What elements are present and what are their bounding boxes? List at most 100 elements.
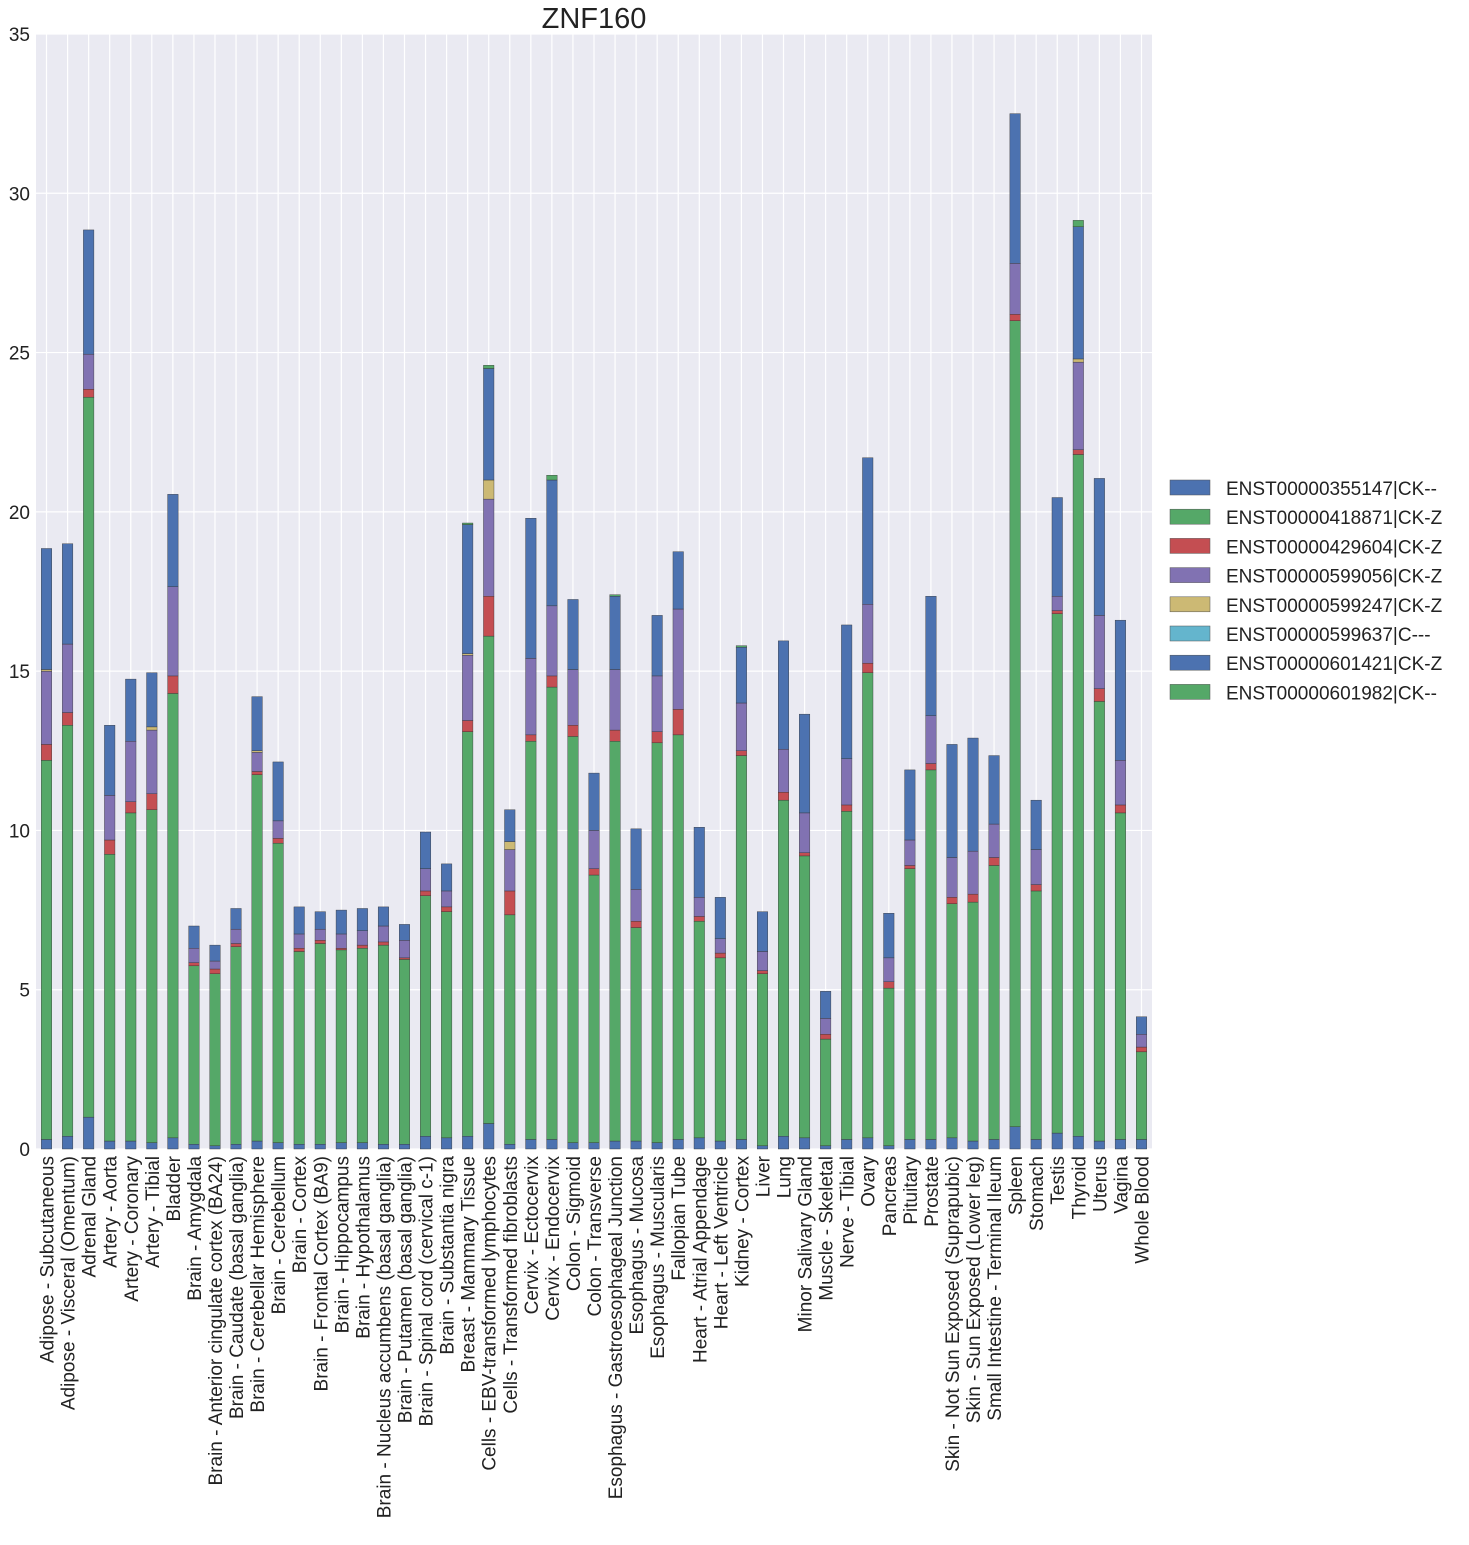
x-tick-label: Brain - Cerebellar Hemisphere [248, 1156, 269, 1413]
bar-segment [672, 1139, 684, 1150]
bar-segment [314, 1144, 326, 1150]
bar-segment [104, 1140, 116, 1150]
bar-segment [146, 726, 158, 731]
bar-segment [504, 841, 516, 850]
bar-segment [1030, 799, 1042, 850]
bar-segment [546, 686, 558, 1140]
y-tick-label: 5 [19, 981, 30, 1002]
bar-segment [104, 795, 116, 841]
bar-segment [420, 1136, 432, 1150]
bar-segment [714, 952, 726, 959]
bar-segment [1030, 884, 1042, 892]
bar-segment [483, 1123, 495, 1150]
bar-segment [314, 940, 326, 944]
x-tick-label: Testis [1048, 1156, 1069, 1205]
x-tick-label: Breast - Mammary Tissue [459, 1156, 480, 1372]
bar-segment [1051, 497, 1063, 597]
bar-segment [546, 675, 558, 688]
y-tick-label: 10 [9, 821, 30, 842]
bar-segment [1093, 701, 1105, 1142]
bar-segment [841, 811, 853, 1140]
bar-segment [104, 725, 116, 796]
x-tick-label: Ovary [859, 1156, 880, 1207]
bar-segment [462, 1136, 474, 1150]
x-tick-label: Cervix - Endocervix [543, 1156, 564, 1321]
bar-segment [714, 938, 726, 954]
bar-segment [462, 524, 474, 654]
bar-segment [441, 863, 453, 892]
bar-segment [125, 741, 137, 802]
bar-segment [441, 890, 453, 908]
bar-segment [567, 1142, 579, 1150]
x-tick-label: Pituitary [901, 1156, 922, 1225]
legend-label: ENST00000429604|CK-Z [1226, 537, 1443, 558]
bar-segment [83, 1116, 95, 1150]
bar-segment [420, 890, 432, 896]
bar-segment [841, 1139, 853, 1150]
bar-segment [251, 1140, 263, 1150]
x-tick-label: Minor Salivary Gland [796, 1156, 817, 1332]
x-tick-label: Brain - Substantia nigra [438, 1156, 459, 1355]
bar-segment [1051, 613, 1063, 1134]
bar-segment [41, 548, 52, 670]
x-tick-label: Skin - Sun Exposed (Lower leg) [964, 1156, 985, 1423]
bar-segment [672, 734, 684, 1140]
x-tick-label: Lung [775, 1156, 796, 1198]
legend-label: ENST00000601421|CK-Z [1226, 654, 1443, 675]
bar-segment [504, 1144, 516, 1150]
bar-segment [41, 1139, 52, 1150]
x-tick-label: Brain - Cortex [290, 1156, 311, 1274]
x-tick-label: Adrenal Gland [80, 1156, 101, 1277]
x-tick-label: Vagina [1111, 1156, 1132, 1214]
legend-label: ENST00000418871|CK-Z [1226, 508, 1443, 529]
bar-segment [862, 672, 874, 1139]
bar-segment [420, 895, 432, 1137]
bar-segment [188, 962, 200, 967]
bar-segment [146, 729, 158, 794]
bar-segment [1114, 812, 1126, 1140]
bar-segment [672, 608, 684, 710]
bar-segment [272, 838, 284, 844]
bar-segment [841, 624, 853, 759]
bar-segment [188, 965, 200, 1145]
x-tick-label: Liver [753, 1155, 774, 1197]
bar-segment [356, 944, 368, 949]
x-tick-label: Brain - Cerebellum [269, 1156, 290, 1314]
x-tick-label: Prostate [922, 1156, 943, 1227]
bar-segment [1009, 320, 1021, 1127]
bar-segment [420, 868, 432, 892]
bar-segment [462, 522, 474, 525]
bar-segment [251, 752, 263, 772]
bar-segment [925, 596, 937, 716]
bar-segment [588, 1142, 600, 1150]
x-tick-label: Thyroid [1069, 1156, 1090, 1219]
bar-segment [146, 672, 158, 728]
bar-segment [693, 827, 705, 898]
bar-segment [651, 742, 663, 1143]
bar-segment [62, 1136, 74, 1150]
x-tick-label: Cells - Transformed fibroblasts [501, 1156, 522, 1414]
bar-segment [399, 940, 410, 959]
bar-segment [104, 839, 116, 855]
legend-label: ENST00000599056|CK-Z [1226, 567, 1443, 588]
bar-segment [251, 750, 263, 753]
bar-segment [588, 772, 600, 831]
bar-segment [799, 713, 811, 814]
bar-segment [209, 1145, 221, 1150]
bar-segment [335, 909, 347, 935]
bar-segment [1093, 615, 1105, 689]
bar-segment [609, 729, 621, 742]
x-tick-label: Brain - Nucleus accumbens (basal ganglia… [374, 1156, 395, 1518]
bar-segment [1072, 454, 1084, 1137]
bar-segment [1051, 1132, 1063, 1150]
bar-segment [756, 1145, 768, 1150]
bar-segment [377, 944, 389, 1145]
bar-segment [377, 925, 389, 943]
bar-segment [41, 670, 52, 745]
x-tick-label: Artery - Tibial [143, 1156, 164, 1268]
legend-swatch [1169, 508, 1211, 525]
bar-segment [672, 551, 684, 610]
bar-segment [356, 908, 368, 931]
bar-segment [125, 812, 137, 1142]
bar-segment [483, 479, 495, 500]
